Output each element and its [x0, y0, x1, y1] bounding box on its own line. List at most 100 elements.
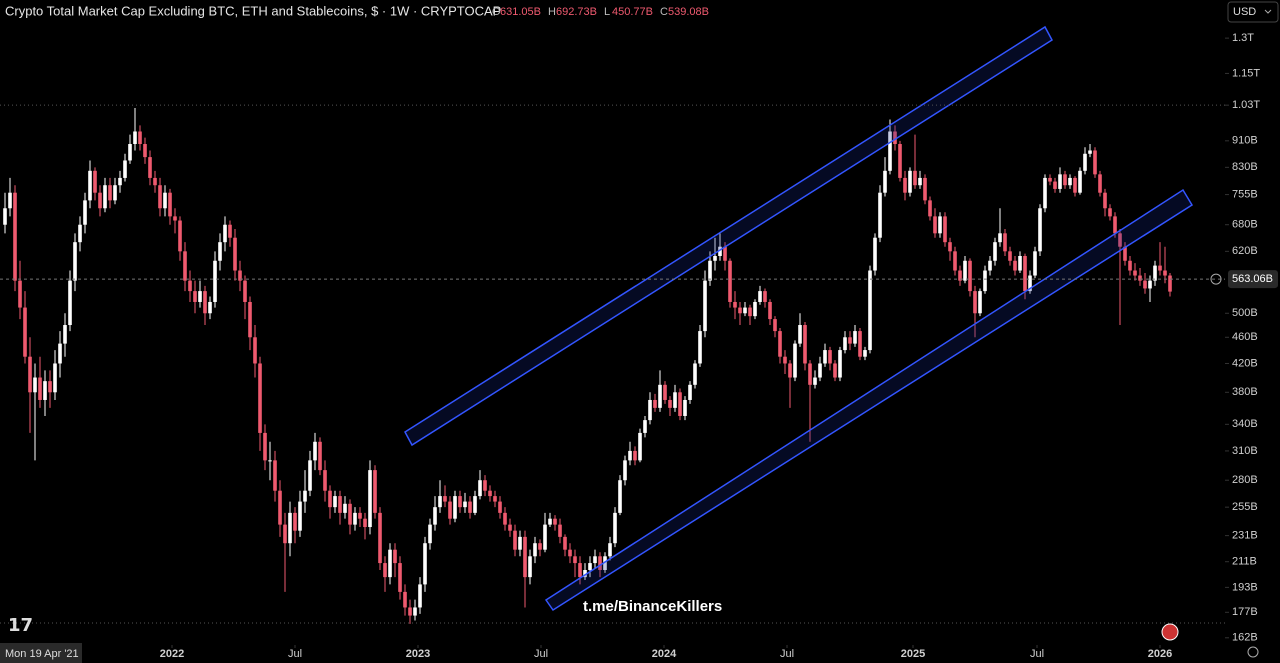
candle-body: [928, 200, 932, 217]
candle-body: [1093, 150, 1097, 175]
candle-body: [223, 224, 227, 243]
candle-body: [788, 363, 792, 378]
candle-body: [333, 496, 337, 508]
candle-body: [198, 291, 202, 302]
legend-key: H: [548, 6, 556, 18]
y-tick-label: 420B: [1232, 357, 1258, 369]
tv-logo: 𝟭𝟳: [8, 615, 33, 635]
candle-body: [1118, 233, 1122, 247]
candle-body: [313, 441, 317, 461]
x-tick-label: 2023: [406, 648, 430, 660]
candle-body: [378, 512, 382, 564]
candle-body: [523, 536, 527, 578]
candle-body: [783, 356, 787, 364]
candle-body: [348, 503, 352, 525]
candle-body: [828, 350, 832, 364]
candle-body: [403, 591, 407, 608]
candle-body: [1028, 275, 1032, 292]
candle-body: [483, 480, 487, 491]
candle-body: [1133, 270, 1137, 276]
currency-button[interactable]: [1227, 1, 1279, 23]
candle-body: [493, 496, 497, 502]
candle-body: [8, 192, 12, 209]
candle-body: [698, 331, 702, 364]
x-tick-label: 2026: [1148, 648, 1172, 660]
upper-channel: [404, 25, 1053, 447]
candle-body: [808, 363, 812, 385]
candle-body: [993, 242, 997, 261]
candle-body: [268, 460, 272, 462]
y-tick-label: 620B: [1232, 245, 1258, 257]
legend-value: 450.77B: [612, 6, 653, 18]
y-tick-label: 162B: [1232, 632, 1258, 644]
candle-body: [623, 460, 627, 481]
candle-body: [588, 563, 592, 571]
candle-body: [888, 131, 892, 171]
candle-body: [683, 399, 687, 416]
candle-body: [53, 363, 57, 393]
candle-body: [713, 256, 717, 261]
candle-body: [603, 556, 607, 571]
candle-body: [853, 331, 857, 344]
y-tick-label: 255B: [1232, 501, 1258, 513]
candle-body: [78, 224, 82, 243]
candle-body: [793, 343, 797, 378]
candle-body: [208, 301, 212, 314]
candle-body: [1023, 256, 1027, 292]
candle-body: [1153, 265, 1157, 281]
chart-title: Crypto Total Market Cap Excluding BTC, E…: [5, 3, 501, 18]
candle-body: [743, 307, 747, 314]
candle-body: [908, 170, 912, 193]
candle-body: [998, 233, 1002, 243]
candle-body: [633, 450, 637, 461]
candle-body: [423, 543, 427, 585]
candle-body: [468, 501, 472, 513]
candle-body: [768, 301, 772, 320]
candle-body: [18, 280, 22, 308]
candle-body: [923, 177, 927, 201]
candle-body: [473, 496, 477, 513]
candle-body: [463, 501, 467, 508]
candle-body: [1058, 174, 1062, 189]
candle-body: [1078, 170, 1082, 193]
candle-body: [1088, 150, 1092, 154]
candle-body: [93, 170, 97, 193]
candle-body: [328, 490, 332, 508]
candle-body: [303, 490, 307, 502]
candle-body: [983, 270, 987, 292]
candle-body: [478, 480, 482, 497]
candle-body: [103, 185, 107, 209]
candle-body: [838, 350, 842, 378]
y-tick-label: 211B: [1232, 556, 1257, 568]
candle-body: [1073, 177, 1077, 193]
candle-body: [648, 399, 652, 421]
candle-body: [688, 384, 692, 400]
candle-body: [583, 570, 587, 578]
candle-body: [1143, 280, 1147, 289]
candle-body: [803, 325, 807, 364]
candle-body: [868, 270, 872, 351]
candle-body: [748, 307, 752, 317]
candle-body: [438, 496, 442, 508]
flag-icon[interactable]: [1161, 623, 1179, 641]
candle-body: [1018, 256, 1022, 271]
candle-body: [833, 363, 837, 378]
settings-icon[interactable]: [1247, 646, 1259, 658]
candle-body: [63, 325, 67, 344]
candle-body: [448, 501, 452, 519]
candle-body: [543, 524, 547, 550]
last-price-box: [1228, 270, 1278, 289]
y-tick-label: 340B: [1232, 418, 1258, 430]
candle-body: [233, 237, 237, 271]
candle-body: [428, 524, 432, 544]
candle-body: [1038, 208, 1042, 252]
last-price-label: 563.06B: [1232, 273, 1273, 285]
candle-body: [83, 200, 87, 225]
candle-body: [1098, 174, 1102, 193]
candle-body: [598, 556, 602, 571]
candle-body: [1163, 270, 1167, 276]
candle-body: [298, 501, 302, 531]
candle-body: [38, 377, 42, 400]
candle-body: [23, 307, 27, 357]
